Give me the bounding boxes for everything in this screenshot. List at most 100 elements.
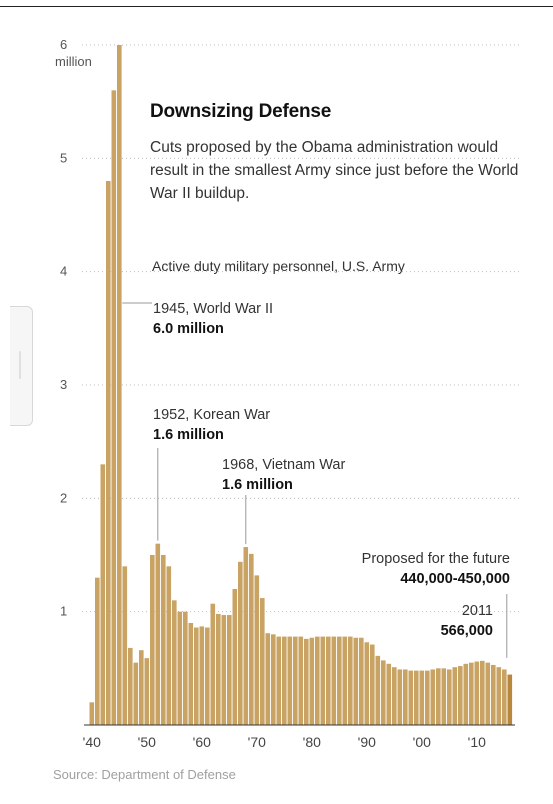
chart-subtitle: Active duty military personnel, U.S. Arm… [152, 258, 405, 274]
bar [375, 655, 381, 725]
bar [177, 611, 183, 725]
bar [249, 553, 254, 725]
bar [282, 636, 287, 725]
bar [337, 636, 342, 725]
x-tick-label: '90 [358, 734, 376, 750]
bar [254, 575, 260, 725]
bar [128, 647, 133, 725]
bar [139, 650, 144, 725]
bar [298, 636, 304, 725]
bar [496, 667, 502, 725]
bar [111, 90, 117, 726]
y-tick-label: 1 [60, 604, 67, 619]
bar [326, 636, 331, 725]
bar [386, 663, 392, 725]
bar [199, 626, 205, 725]
bar [205, 627, 210, 725]
bar [491, 664, 496, 725]
bar [441, 668, 447, 725]
bar [232, 589, 238, 725]
bar [122, 566, 128, 725]
bar [210, 603, 216, 725]
x-tick-label: '10 [468, 734, 486, 750]
bar [144, 658, 150, 725]
bar [304, 638, 309, 725]
bar [364, 642, 370, 725]
bar [430, 669, 436, 725]
bar [260, 598, 265, 725]
bar [507, 674, 513, 725]
bar [271, 634, 276, 725]
annotation-korea-label: 1952, Korean War [153, 407, 271, 423]
bar [293, 636, 298, 725]
bar [452, 667, 458, 725]
annotation-vietnam-label: 1968, Vietnam War [222, 457, 346, 473]
bar [172, 600, 177, 725]
chart-description: Cuts proposed by the Obama administratio… [150, 139, 519, 202]
bar [227, 615, 232, 725]
chart-headline: Downsizing Defense [150, 101, 332, 122]
bar [408, 670, 414, 725]
x-tick-label: '70 [248, 734, 266, 750]
bar [447, 669, 452, 725]
annotation-2011-label: 2011 [461, 603, 493, 619]
annotation-vietnam: 1968, Vietnam War 1.6 million [222, 455, 345, 495]
x-tick-label: '60 [193, 734, 211, 750]
bar [485, 662, 491, 725]
bar [458, 666, 463, 725]
top-rule [0, 6, 553, 7]
bar [425, 670, 430, 725]
bars [89, 45, 513, 726]
y-tick-label: 3 [60, 377, 67, 392]
bar [276, 636, 282, 725]
y-tick-label: 2 [60, 490, 67, 505]
bar [403, 669, 408, 725]
annotation-leader-lines [122, 302, 508, 658]
bar [95, 577, 100, 725]
bar [353, 637, 359, 725]
bar [397, 669, 403, 725]
bar [216, 613, 221, 725]
annotation-ww2-value: 6.0 million [153, 321, 224, 337]
bar [243, 547, 249, 725]
bar [133, 662, 139, 725]
bar [342, 636, 348, 725]
bar [161, 555, 166, 725]
bar [474, 661, 480, 725]
side-panel-tab[interactable] [10, 306, 33, 426]
bar [166, 566, 172, 725]
gridlines [82, 44, 520, 613]
annotation-future-label: Proposed for the future [361, 551, 510, 567]
bar [150, 555, 155, 725]
y-tick-label: 6 [60, 37, 67, 52]
annotation-future-value: 440,000-450,000 [400, 571, 510, 587]
bar [436, 668, 441, 725]
annotation-korea-value: 1.6 million [153, 427, 224, 443]
bar [469, 662, 474, 725]
bar [155, 543, 161, 725]
bar [392, 667, 397, 725]
bar [463, 663, 469, 725]
bar [381, 660, 386, 725]
y-unit-label: million [55, 54, 92, 69]
x-tick-label: '40 [83, 734, 101, 750]
bar [414, 670, 419, 725]
bar [359, 637, 364, 725]
bar [419, 670, 425, 725]
bar [315, 636, 320, 725]
bar [221, 615, 227, 725]
annotation-ww2-label: 1945, World War II [153, 301, 274, 317]
annotation-2011-value: 566,000 [440, 623, 493, 639]
annotation-vietnam-value: 1.6 million [222, 477, 293, 493]
source-note: Source: Department of Defense [53, 767, 236, 782]
y-tick-label: 4 [60, 264, 67, 279]
bar [100, 464, 106, 725]
annotation-future: Proposed for the future 440,000-450,000 [362, 549, 510, 589]
x-tick-label: '50 [138, 734, 156, 750]
bar [183, 611, 188, 725]
annotation-2011: 2011 566,000 [441, 601, 493, 641]
grip-icon [19, 351, 21, 379]
bar [238, 561, 243, 725]
x-tick-label: '00 [413, 734, 431, 750]
